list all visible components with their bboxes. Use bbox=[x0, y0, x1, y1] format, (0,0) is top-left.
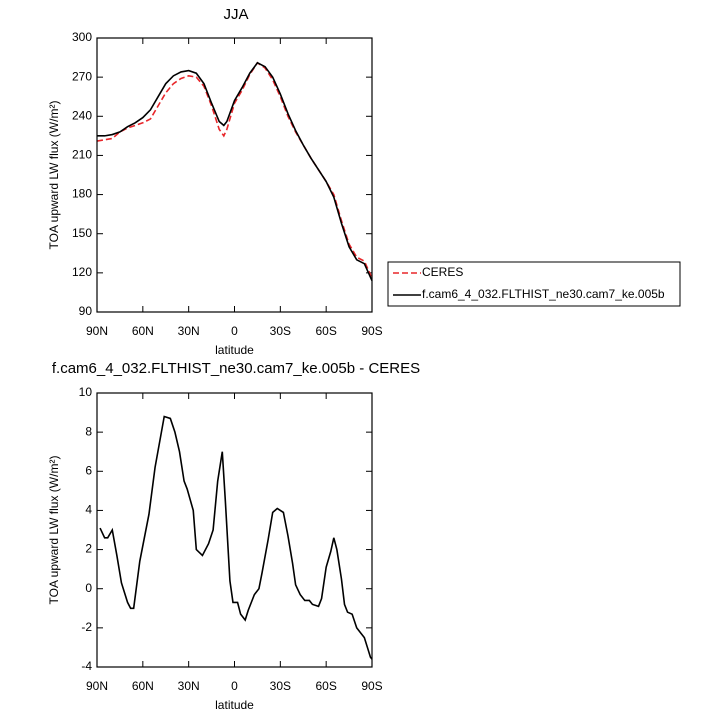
x-tick-label: 0 bbox=[231, 679, 238, 693]
data-line bbox=[97, 61, 373, 282]
x-tick-label: 60S bbox=[315, 679, 336, 693]
data-line bbox=[99, 415, 373, 660]
plot-frame bbox=[96, 37, 373, 313]
y-tick-label: 300 bbox=[72, 30, 92, 44]
y-tick-label: 180 bbox=[72, 187, 92, 201]
legend-label: f.cam6_4_032.FLTHIST_ne30.cam7_ke.005b bbox=[422, 287, 665, 301]
y-tick-label: 6 bbox=[85, 463, 92, 477]
x-tick-label: 30N bbox=[178, 324, 200, 338]
y-tick-label: 10 bbox=[79, 385, 93, 399]
plot-frame bbox=[96, 392, 373, 668]
y-tick-label: 4 bbox=[85, 503, 92, 517]
x-tick-label: 90S bbox=[361, 679, 382, 693]
y-tick-label: 210 bbox=[72, 148, 92, 162]
y-tick-label: -4 bbox=[81, 659, 92, 673]
y-tick-label: 120 bbox=[72, 265, 92, 279]
x-tick-label: 60N bbox=[132, 324, 154, 338]
legend-box bbox=[387, 261, 681, 307]
legend-label: CERES bbox=[422, 265, 463, 279]
y-tick-label: 0 bbox=[85, 581, 92, 595]
x-tick-label: 90S bbox=[361, 324, 382, 338]
x-tick-label: 90N bbox=[86, 679, 108, 693]
y-axis-label: TOA upward LW flux (W/m²) bbox=[47, 456, 61, 605]
x-tick-label: 90N bbox=[86, 324, 108, 338]
y-tick-label: 2 bbox=[85, 542, 92, 556]
x-axis-label: latitude bbox=[215, 698, 254, 712]
x-tick-label: 60N bbox=[132, 679, 154, 693]
x-tick-label: 0 bbox=[231, 324, 238, 338]
y-tick-label: 270 bbox=[72, 69, 92, 83]
y-axis-label: TOA upward LW flux (W/m²) bbox=[47, 101, 61, 250]
y-tick-label: 150 bbox=[72, 226, 92, 240]
x-axis-label: latitude bbox=[215, 343, 254, 357]
y-tick-label: 240 bbox=[72, 108, 92, 122]
y-tick-label: -2 bbox=[81, 620, 92, 634]
y-tick-label: 90 bbox=[79, 304, 93, 318]
x-tick-label: 30S bbox=[270, 324, 291, 338]
x-tick-label: 30N bbox=[178, 679, 200, 693]
chart-title: JJA bbox=[223, 6, 248, 23]
chart-title: f.cam6_4_032.FLTHIST_ne30.cam7_ke.005b -… bbox=[52, 360, 420, 377]
x-tick-label: 60S bbox=[315, 324, 336, 338]
y-tick-label: 8 bbox=[85, 424, 92, 438]
x-tick-label: 30S bbox=[270, 679, 291, 693]
